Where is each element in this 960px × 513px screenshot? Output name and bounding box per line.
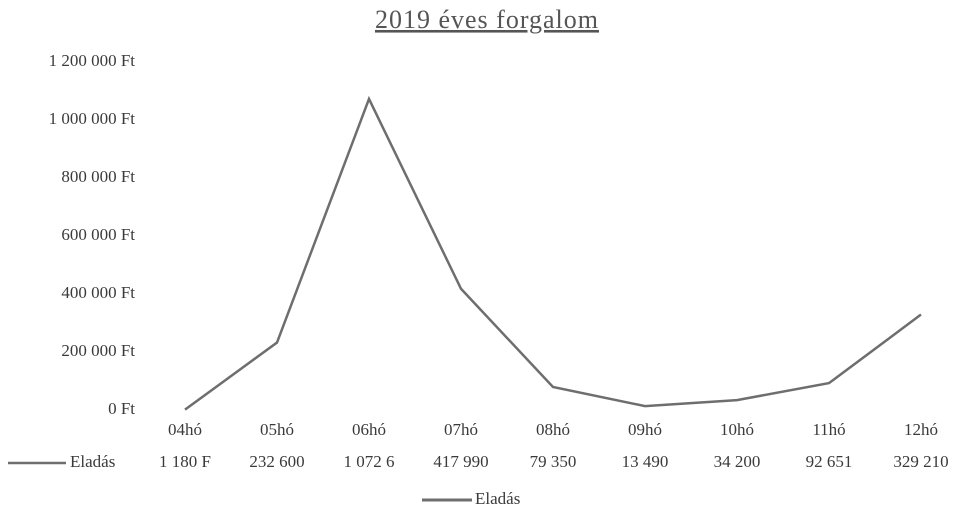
table-value: 232 600 bbox=[249, 452, 304, 471]
y-tick-label: 800 000 Ft bbox=[61, 167, 135, 186]
table-value: 329 210 bbox=[893, 452, 948, 471]
y-tick-label: 1 200 000 Ft bbox=[49, 51, 136, 70]
chart-title: 2019 éves forgalom bbox=[375, 5, 599, 34]
y-tick-label: 1 000 000 Ft bbox=[49, 109, 136, 128]
table-value: 92 651 bbox=[806, 452, 853, 471]
x-tick-label: 06hó bbox=[352, 420, 386, 439]
y-tick-label: 200 000 Ft bbox=[61, 341, 135, 360]
table-row-header: Eladás bbox=[70, 452, 115, 471]
y-tick-label: 0 Ft bbox=[108, 399, 135, 418]
x-tick-label: 04hó bbox=[168, 420, 202, 439]
table-value: 34 200 bbox=[714, 452, 761, 471]
x-tick-label: 08hó bbox=[536, 420, 570, 439]
y-tick-label: 600 000 Ft bbox=[61, 225, 135, 244]
x-tick-label: 07hó bbox=[444, 420, 478, 439]
x-tick-label: 05hó bbox=[260, 420, 294, 439]
series-line bbox=[184, 95, 922, 411]
legend-label: Eladás bbox=[475, 489, 520, 508]
x-tick-label: 10hó bbox=[720, 420, 754, 439]
table-value: 417 990 bbox=[433, 452, 488, 471]
y-tick-label: 400 000 Ft bbox=[61, 283, 135, 302]
table-value: 1 180 F bbox=[159, 452, 211, 471]
table-value: 13 490 bbox=[622, 452, 669, 471]
x-tick-label: 11hó bbox=[812, 420, 845, 439]
x-tick-label: 12hó bbox=[904, 420, 938, 439]
table-value: 79 350 bbox=[530, 452, 577, 471]
table-value: 1 072 6 bbox=[344, 452, 395, 471]
x-tick-label: 09hó bbox=[628, 420, 662, 439]
